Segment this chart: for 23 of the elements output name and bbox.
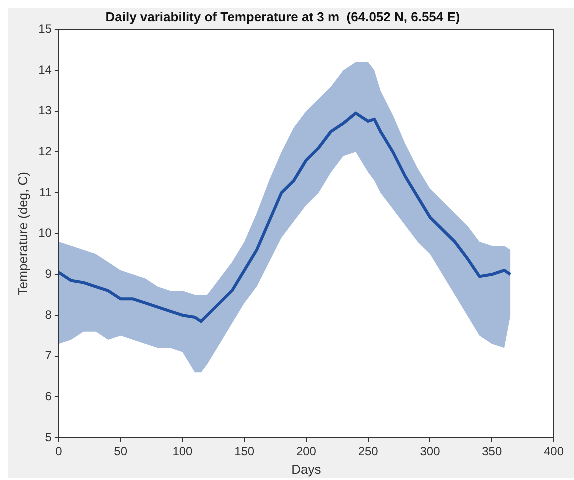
x-tick-label: 350: [482, 444, 502, 459]
x-tick-label: 400: [544, 444, 564, 459]
y-tick-label: 9: [45, 266, 52, 281]
x-tick-label: 200: [296, 444, 317, 459]
y-tick-label: 6: [45, 389, 52, 404]
x-tick-label: 0: [56, 444, 63, 459]
y-tick-label: 11: [39, 185, 52, 200]
y-tick-label: 13: [38, 104, 52, 118]
y-tick-label: 10: [38, 226, 52, 240]
y-tick-label: 12: [38, 144, 52, 158]
x-tick-label: 50: [114, 444, 128, 459]
y-tick-label: 7: [45, 348, 52, 363]
x-tick-label: 250: [358, 444, 379, 459]
x-axis-title: Days: [292, 462, 322, 477]
x-tick-label: 100: [172, 444, 194, 459]
y-axis-title: Temperature (deg, C): [15, 172, 30, 296]
y-tick-label: 5: [45, 430, 52, 444]
chart-title: Daily variability of Temperature at 3 m (64.052 N, 6.554 E): [106, 9, 460, 24]
x-tick-label: 300: [420, 444, 441, 459]
x-tick-label: 150: [234, 444, 255, 459]
y-tick-label: 14: [38, 62, 52, 77]
y-tick-label: 15: [38, 22, 52, 36]
y-tick-label: 8: [45, 308, 52, 322]
